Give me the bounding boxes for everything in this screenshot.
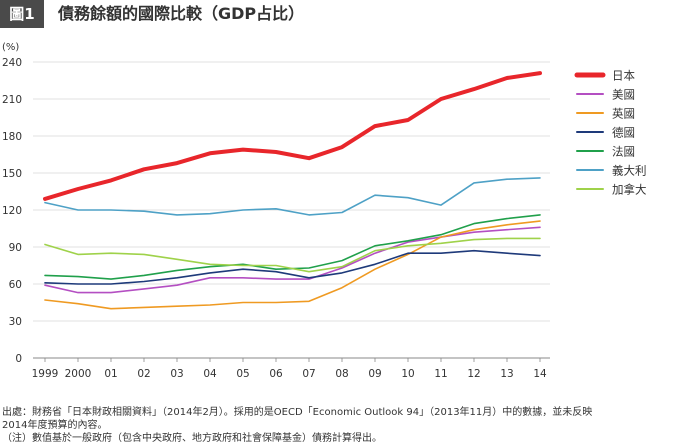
x-tick-label: 01 (104, 368, 117, 380)
y-tick-label: 240 (2, 57, 22, 69)
source-note-line-1: 出處：財務省「日本財政相關資料」（2014年2月）。採用的是OECD「Econo… (2, 407, 593, 418)
footnote: （注）數值基於一般政府（包含中央政府、地方政府和社會保障基金）債務計算得出。 (2, 433, 382, 444)
x-axis: 1999 2000 01 02 03 04 05 06 07 08 09 10 11 12 13 14 (32, 358, 547, 380)
legend-label: 英國 (612, 107, 635, 121)
figure-number-badge: 圖1 (0, 0, 44, 28)
chart-title: 債務餘額的國際比較（GDP占比） (58, 4, 305, 23)
y-tick-label: 120 (2, 205, 22, 217)
series-line (44, 220, 541, 310)
x-tick-label: 03 (170, 368, 183, 380)
series-line (44, 237, 541, 273)
x-tick-label: 09 (368, 368, 381, 380)
y-axis-unit-label: (%) (2, 42, 19, 53)
legend-label: 美國 (612, 88, 635, 102)
legend-label: 德國 (612, 126, 635, 140)
y-tick-label: 0 (15, 353, 22, 365)
x-tick-label: 14 (533, 368, 547, 380)
legend-label: 日本 (612, 69, 635, 83)
x-tick-label: 13 (500, 368, 513, 380)
legend-label: 法國 (612, 145, 635, 159)
series-lines (43, 71, 542, 310)
series-line (44, 226, 541, 294)
x-tick-label: 05 (236, 368, 249, 380)
x-tick-label: 1999 (32, 368, 59, 380)
x-tick-label: 11 (434, 368, 447, 380)
series-line (44, 177, 541, 216)
x-tick-label: 02 (137, 368, 150, 380)
source-note-line-2: 2014年度預算的內容。 (2, 420, 108, 431)
y-tick-label: 150 (2, 168, 22, 180)
legend-label: 義大利 (612, 164, 647, 178)
x-tick-label: 07 (302, 368, 315, 380)
x-tick-label: 10 (401, 368, 414, 380)
series-line (43, 71, 542, 201)
x-tick-label: 12 (467, 368, 480, 380)
x-tick-label: 06 (269, 368, 283, 380)
y-tick-label: 180 (2, 131, 22, 143)
x-tick-label: 2000 (65, 368, 92, 380)
legend-label: 加拿大 (612, 183, 647, 197)
y-axis: (%) 0 30 60 90 120 150 180 210 240 (2, 42, 22, 365)
y-tick-label: 60 (9, 279, 22, 291)
y-tick-label: 90 (9, 242, 22, 254)
y-tick-label: 30 (9, 316, 22, 328)
x-tick-label: 04 (203, 368, 217, 380)
series-line (44, 249, 541, 285)
x-tick-label: 08 (335, 368, 348, 380)
y-tick-label: 210 (2, 94, 22, 106)
